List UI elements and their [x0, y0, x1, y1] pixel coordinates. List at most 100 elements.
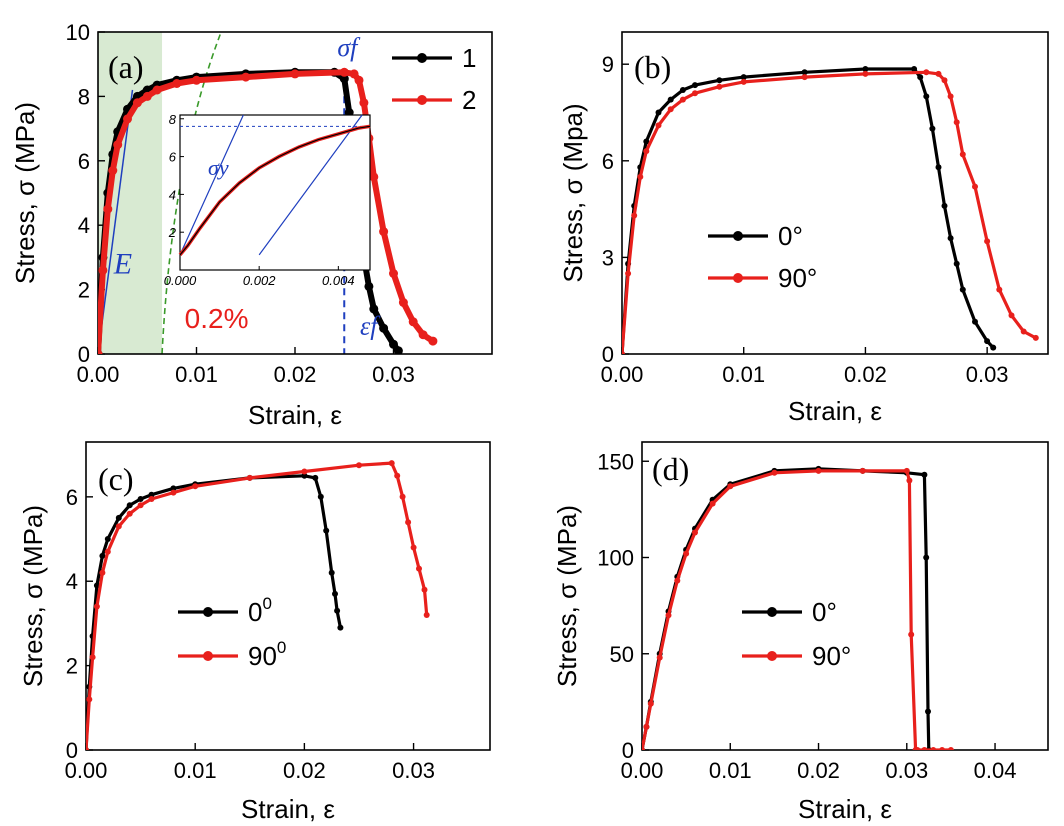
- legend-label: 0°: [812, 597, 837, 627]
- series-line: [622, 67, 995, 354]
- data-point: [815, 467, 822, 474]
- data-point: [152, 85, 162, 95]
- data-point: [99, 552, 106, 559]
- data-point: [941, 77, 948, 84]
- data-point: [301, 468, 308, 475]
- data-point: [323, 527, 330, 534]
- y-axis-label: Stress, σ (Mpa): [558, 103, 588, 282]
- data-point: [86, 747, 89, 750]
- x-tick-label: 0.03: [885, 758, 928, 783]
- inset-offset-line: [258, 114, 363, 256]
- y-tick-label: 4: [66, 569, 78, 594]
- data-point: [1020, 328, 1027, 335]
- data-point: [104, 536, 111, 542]
- data-point: [859, 467, 866, 474]
- x-tick-label: 0.01: [722, 362, 765, 387]
- inset-modulus-line: [179, 114, 244, 256]
- panel-a: 0.00 0.01 0.02 0.03 0 2 4 6 8 10 Strain, ε Stress, …: [10, 20, 493, 430]
- inset-x-tick-label: 0.004: [322, 273, 355, 288]
- data-point: [108, 166, 118, 175]
- data-point: [929, 125, 936, 132]
- data-point: [643, 138, 650, 145]
- data-point: [939, 747, 946, 750]
- data-point: [740, 74, 747, 81]
- panel-d: 0.00 0.01 0.02 0.03 0.04 0 50 100 150 Strain, ε St…: [552, 441, 1049, 824]
- plot-frame: [85, 441, 491, 751]
- data-point: [655, 109, 662, 116]
- data-point: [290, 69, 300, 79]
- y-tick-label: 6: [78, 149, 90, 174]
- y-axis-label: Stress, σ (MPa): [552, 505, 582, 687]
- x-tick-label: 0.00: [601, 362, 644, 387]
- data-point: [389, 269, 398, 278]
- x-tick-label: 0.01: [709, 758, 752, 783]
- sigma-f-label: σf: [337, 33, 361, 62]
- data-point: [947, 93, 954, 100]
- inset-y-tick-label: 6: [169, 150, 177, 165]
- data-point: [679, 87, 686, 93]
- data-point: [921, 471, 928, 478]
- data-point: [369, 304, 379, 314]
- panel-c: 0.00 0.01 0.02 0.03 0 2 4 6 Strain, ε Stress, σ (…: [18, 441, 491, 824]
- data-point: [148, 491, 155, 498]
- x-tick-label: 0.00: [65, 758, 108, 783]
- inset-curve-black: [179, 125, 371, 256]
- data-point: [647, 700, 654, 707]
- x-tick-label: 0.03: [392, 758, 435, 783]
- data-point: [359, 98, 369, 108]
- inset-y-tick-label: 2: [168, 225, 177, 240]
- y-tick-label: 150: [597, 449, 634, 474]
- data-point: [923, 93, 930, 100]
- x-axis-label: Strain, ε: [788, 396, 882, 426]
- data-point: [99, 569, 106, 576]
- legend-label-superscript: 0: [277, 638, 286, 657]
- x-axis-label: Strain, ε: [248, 400, 342, 430]
- y-tick-label: 6: [602, 149, 614, 174]
- data-point: [115, 523, 122, 530]
- data-point: [625, 270, 632, 277]
- data-point: [379, 227, 389, 237]
- data-point: [727, 483, 734, 490]
- legend-label: 2: [462, 85, 476, 115]
- series-line: [642, 469, 951, 750]
- modulus-label: E: [113, 248, 132, 281]
- y-tick-label: 4: [78, 213, 90, 238]
- series-2: [98, 67, 438, 354]
- data-point: [984, 238, 991, 245]
- series-1: [642, 465, 932, 750]
- data-point: [740, 78, 747, 85]
- x-tick-label: 0.02: [797, 758, 840, 783]
- x-tick-label: 0.00: [621, 758, 664, 783]
- data-point: [405, 519, 412, 526]
- data-point: [1032, 334, 1039, 341]
- legend-label: 00: [248, 594, 272, 627]
- data-point: [622, 351, 625, 354]
- inset-x-tick-label: 0.002: [243, 273, 276, 288]
- data-point: [947, 235, 954, 242]
- legend-marker: [733, 231, 743, 241]
- x-tick-label: 0.01: [175, 362, 218, 387]
- y-axis-label: Stress, σ (MPa): [18, 505, 48, 687]
- data-point: [921, 747, 928, 750]
- data-point: [423, 612, 430, 618]
- data-point: [908, 631, 915, 638]
- data-point: [953, 260, 960, 267]
- data-point: [642, 747, 645, 750]
- data-point: [137, 496, 144, 502]
- data-point: [984, 338, 991, 345]
- legend-marker: [767, 651, 777, 661]
- data-point: [410, 544, 417, 551]
- data-point: [172, 79, 182, 88]
- inset-x-tick-label: 0.000: [164, 273, 197, 288]
- data-point: [416, 565, 422, 572]
- legend: 12: [392, 43, 476, 115]
- data-point: [408, 317, 418, 327]
- data-point: [86, 696, 93, 703]
- legend-marker: [203, 607, 213, 617]
- y-tick-label: 100: [597, 546, 634, 571]
- data-point: [665, 612, 672, 619]
- x-tick-label: 0.02: [844, 362, 887, 387]
- inset-y-tick-label: 4: [169, 187, 176, 202]
- data-point: [941, 202, 948, 209]
- legend: 0°90°: [708, 221, 817, 293]
